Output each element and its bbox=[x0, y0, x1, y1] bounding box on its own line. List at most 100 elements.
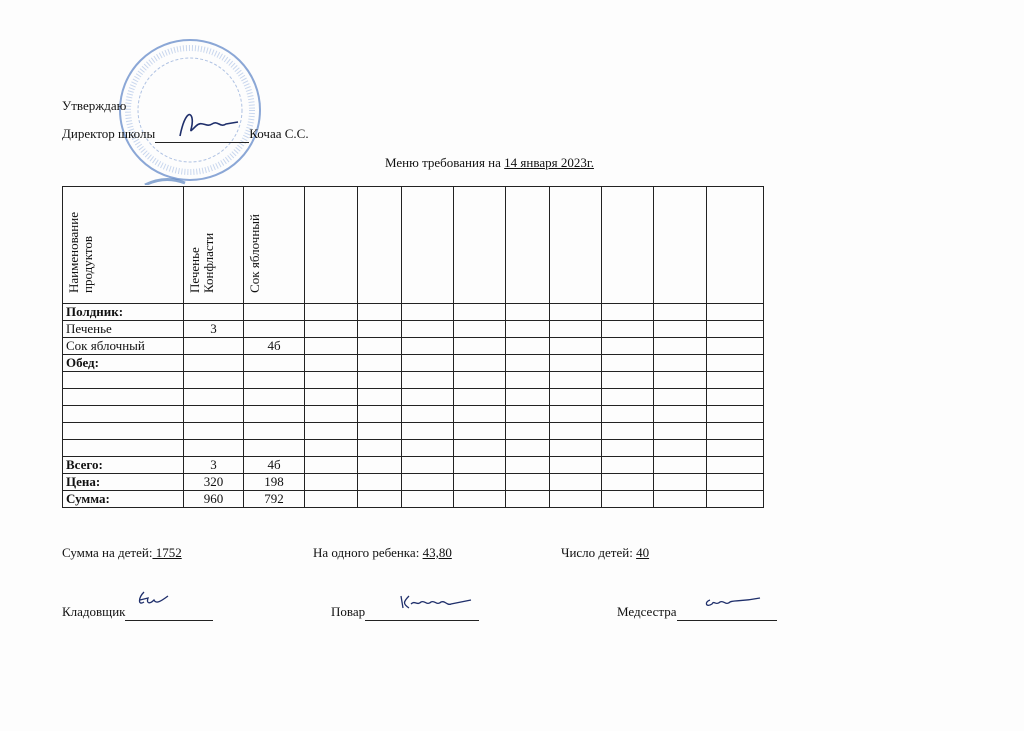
column-header: Сок яблочный bbox=[243, 186, 305, 304]
title-prefix: Меню требования на bbox=[385, 155, 505, 170]
empty-cell bbox=[357, 439, 402, 457]
storekeeper-line bbox=[125, 604, 214, 621]
row-label bbox=[62, 439, 184, 457]
table-row: Всего: 3 4б bbox=[62, 456, 764, 474]
cook-handwritten-signature bbox=[400, 595, 472, 609]
empty-cell bbox=[653, 354, 707, 372]
empty-cell bbox=[653, 490, 707, 508]
empty-cell bbox=[549, 456, 602, 474]
empty-cell bbox=[653, 388, 707, 406]
empty-cell bbox=[453, 439, 506, 457]
table-row: Печенье 3 bbox=[62, 320, 764, 338]
empty-cell bbox=[601, 388, 654, 406]
row-label: Обед: bbox=[62, 354, 184, 372]
column-header-label: Печенье Конфласти bbox=[187, 232, 216, 293]
empty-cell bbox=[706, 303, 764, 321]
empty-cell bbox=[601, 320, 654, 338]
table-row bbox=[62, 388, 764, 406]
cook-label: Повар bbox=[331, 604, 366, 619]
table-row bbox=[62, 439, 764, 457]
empty-cell bbox=[706, 490, 764, 508]
director-label: Директор школы bbox=[62, 126, 156, 141]
empty-cell bbox=[653, 456, 707, 474]
column-header bbox=[357, 186, 402, 304]
empty-cell bbox=[401, 439, 454, 457]
director-name: Кочаа С.С. bbox=[249, 126, 309, 141]
empty-cell bbox=[453, 320, 506, 338]
empty-cell bbox=[505, 354, 550, 372]
column-header-label bbox=[603, 287, 611, 299]
column-header-label bbox=[551, 287, 559, 299]
empty-cell bbox=[549, 337, 602, 355]
cell-value bbox=[243, 303, 305, 321]
empty-cell bbox=[706, 405, 764, 423]
empty-cell bbox=[549, 439, 602, 457]
empty-cell bbox=[401, 422, 454, 440]
column-header-label bbox=[507, 287, 515, 299]
column-header: Печенье Конфласти bbox=[183, 186, 244, 304]
empty-cell bbox=[357, 371, 402, 389]
director-signature-line bbox=[155, 126, 250, 143]
empty-cell bbox=[304, 320, 358, 338]
empty-cell bbox=[357, 337, 402, 355]
empty-cell bbox=[304, 337, 358, 355]
empty-cell bbox=[401, 337, 454, 355]
column-header bbox=[706, 186, 764, 304]
cell-value bbox=[183, 371, 244, 389]
row-label: Цена: bbox=[62, 473, 184, 491]
cell-value bbox=[243, 320, 305, 338]
cell-value bbox=[243, 371, 305, 389]
column-header-label bbox=[359, 287, 367, 299]
empty-cell bbox=[401, 371, 454, 389]
storekeeper-signature: Кладовщик bbox=[62, 604, 214, 621]
empty-cell bbox=[453, 473, 506, 491]
empty-cell bbox=[601, 354, 654, 372]
empty-cell bbox=[505, 303, 550, 321]
empty-cell bbox=[549, 473, 602, 491]
empty-cell bbox=[601, 439, 654, 457]
empty-cell bbox=[601, 303, 654, 321]
empty-cell bbox=[453, 456, 506, 474]
empty-cell bbox=[304, 456, 358, 474]
empty-cell bbox=[601, 456, 654, 474]
empty-cell bbox=[357, 405, 402, 423]
empty-cell bbox=[706, 456, 764, 474]
empty-cell bbox=[401, 405, 454, 423]
nurse-label: Медсестра bbox=[617, 604, 677, 619]
empty-cell bbox=[549, 405, 602, 423]
table-row: Цена: 320 198 bbox=[62, 473, 764, 491]
empty-cell bbox=[653, 303, 707, 321]
column-header bbox=[549, 186, 602, 304]
cell-value bbox=[183, 337, 244, 355]
column-header bbox=[601, 186, 654, 304]
empty-cell bbox=[357, 473, 402, 491]
empty-cell bbox=[304, 422, 358, 440]
empty-cell bbox=[401, 388, 454, 406]
empty-cell bbox=[601, 473, 654, 491]
empty-cell bbox=[653, 337, 707, 355]
cell-value: 320 bbox=[183, 473, 244, 491]
cell-value bbox=[183, 388, 244, 406]
empty-cell bbox=[549, 388, 602, 406]
empty-cell bbox=[601, 405, 654, 423]
empty-cell bbox=[653, 422, 707, 440]
row-label: Печенье bbox=[62, 320, 184, 338]
row-label bbox=[62, 371, 184, 389]
empty-cell bbox=[304, 405, 358, 423]
row-label bbox=[62, 388, 184, 406]
empty-cell bbox=[505, 337, 550, 355]
table-row: Полдник: bbox=[62, 303, 764, 321]
empty-cell bbox=[601, 337, 654, 355]
per-child: На одного ребенка: 43,80 bbox=[313, 545, 452, 561]
empty-cell bbox=[401, 303, 454, 321]
column-header bbox=[505, 186, 550, 304]
empty-cell bbox=[357, 303, 402, 321]
per-child-value: 43,80 bbox=[422, 545, 452, 560]
cell-value bbox=[243, 405, 305, 423]
empty-cell bbox=[505, 439, 550, 457]
cell-value bbox=[183, 439, 244, 457]
empty-cell bbox=[453, 490, 506, 508]
table-row: Обед: bbox=[62, 354, 764, 372]
empty-cell bbox=[706, 320, 764, 338]
cell-value: 198 bbox=[243, 473, 305, 491]
